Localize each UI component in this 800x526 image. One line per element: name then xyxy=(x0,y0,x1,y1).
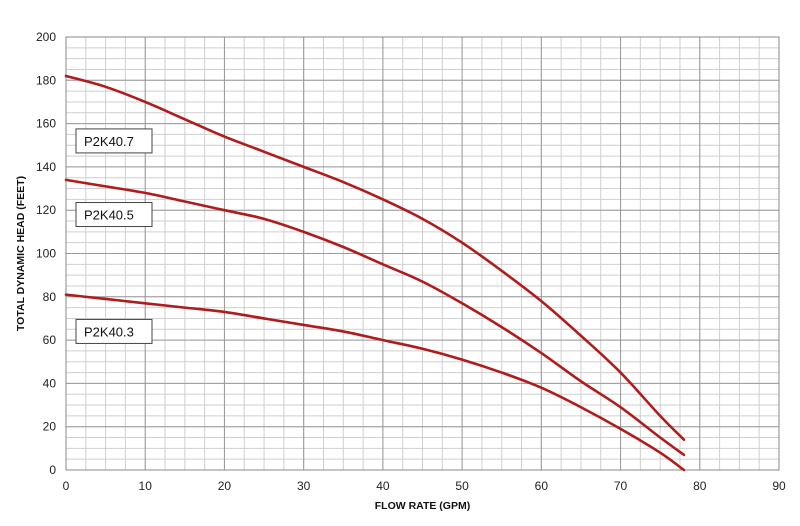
y-tick-label: 180 xyxy=(36,73,56,87)
x-axis-ticks: 0 10 20 30 40 50 60 70 80 90 xyxy=(63,479,786,493)
x-tick-label: 60 xyxy=(535,479,549,493)
x-tick-label: 30 xyxy=(297,479,311,493)
series-label-text: P2K40.3 xyxy=(84,324,134,339)
y-tick-label: 200 xyxy=(36,30,56,44)
x-tick-label: 90 xyxy=(772,479,786,493)
y-tick-label: 0 xyxy=(49,463,56,477)
y-tick-label: 20 xyxy=(43,420,57,434)
y-tick-label: 160 xyxy=(36,117,56,131)
series-lines xyxy=(64,74,686,472)
series-label-text: P2K40.5 xyxy=(84,208,134,223)
x-tick-label: 20 xyxy=(218,479,232,493)
y-tick-label: 60 xyxy=(43,333,57,347)
series-line-p2k40-3 xyxy=(64,293,686,472)
series-label-box: P2K40.5 xyxy=(75,202,153,228)
x-tick-label: 10 xyxy=(139,479,153,493)
series-label-frame xyxy=(75,202,153,228)
series-label-box: P2K40.3 xyxy=(75,318,153,344)
series-labels: P2K40.7 P2K40.5 P2K40.3 xyxy=(75,128,153,344)
x-tick-label: 50 xyxy=(455,479,469,493)
y-tick-label: 120 xyxy=(36,203,56,217)
y-axis-title: TOTAL DYNAMIC HEAD (FEET) xyxy=(15,176,27,331)
x-tick-label: 40 xyxy=(376,479,390,493)
y-tick-label: 100 xyxy=(36,247,56,261)
series-line-p2k40-5 xyxy=(64,178,686,457)
x-tick-label: 0 xyxy=(63,479,70,493)
x-tick-label: 70 xyxy=(614,479,628,493)
series-label-frame xyxy=(75,318,153,344)
y-axis-ticks: 0 20 40 60 80 100 120 140 160 180 200 xyxy=(36,30,56,477)
series-line-p2k40-7 xyxy=(64,74,686,441)
series-label-box: P2K40.7 xyxy=(75,128,153,154)
x-tick-label: 80 xyxy=(693,479,707,493)
series-label-text: P2K40.7 xyxy=(84,134,134,149)
y-tick-label: 40 xyxy=(43,376,57,390)
y-tick-label: 140 xyxy=(36,160,56,174)
y-tick-label: 80 xyxy=(43,290,57,304)
x-axis-title: FLOW RATE (GPM) xyxy=(375,500,470,512)
plot-frame xyxy=(65,36,780,471)
series-label-frame xyxy=(75,128,153,154)
